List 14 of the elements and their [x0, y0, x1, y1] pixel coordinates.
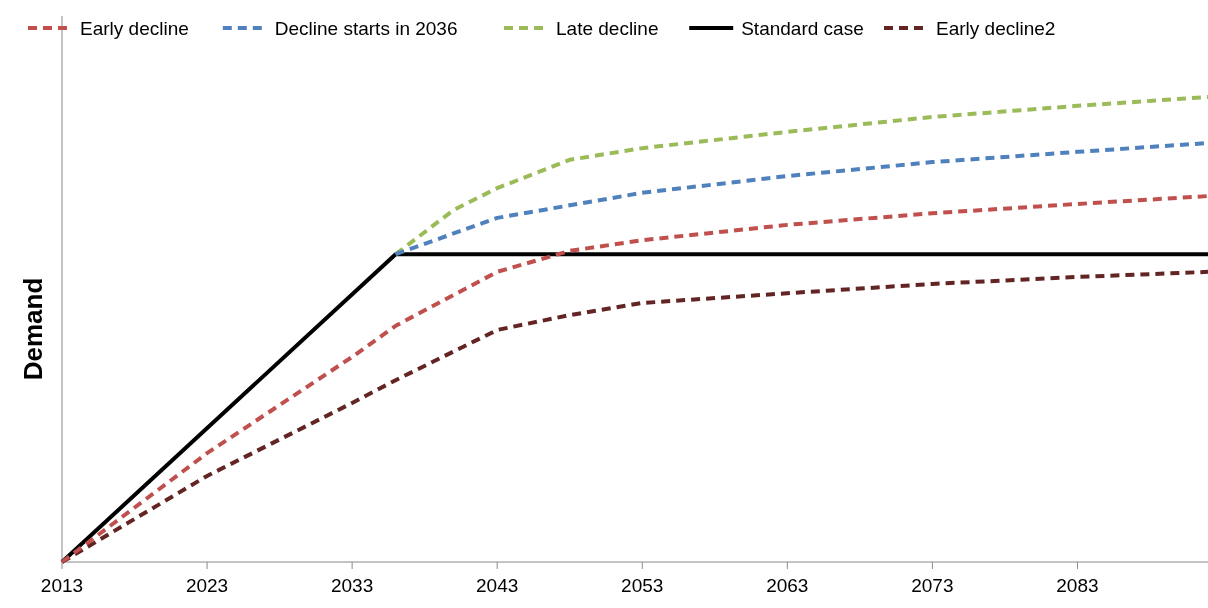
- x-tick-label: 2023: [185, 575, 229, 596]
- x-tick-label: 2053: [621, 575, 664, 596]
- y-axis-title: Demand: [18, 277, 48, 381]
- x-tick-label: 2033: [330, 575, 374, 596]
- x-tick-label: 2063: [766, 575, 809, 596]
- x-tick-label: 2043: [476, 575, 519, 596]
- legend-label: Decline starts in 2036: [274, 18, 458, 39]
- x-tick-label: 2073: [911, 575, 954, 596]
- legend-label: Standard case: [741, 18, 864, 39]
- x-tick-label: 2013: [40, 575, 84, 596]
- legend-label: Early decline: [80, 18, 189, 39]
- legend-label: Late decline: [556, 18, 659, 39]
- x-tick-label: 2083: [1056, 575, 1099, 596]
- legend-label: Early decline2: [936, 18, 1056, 39]
